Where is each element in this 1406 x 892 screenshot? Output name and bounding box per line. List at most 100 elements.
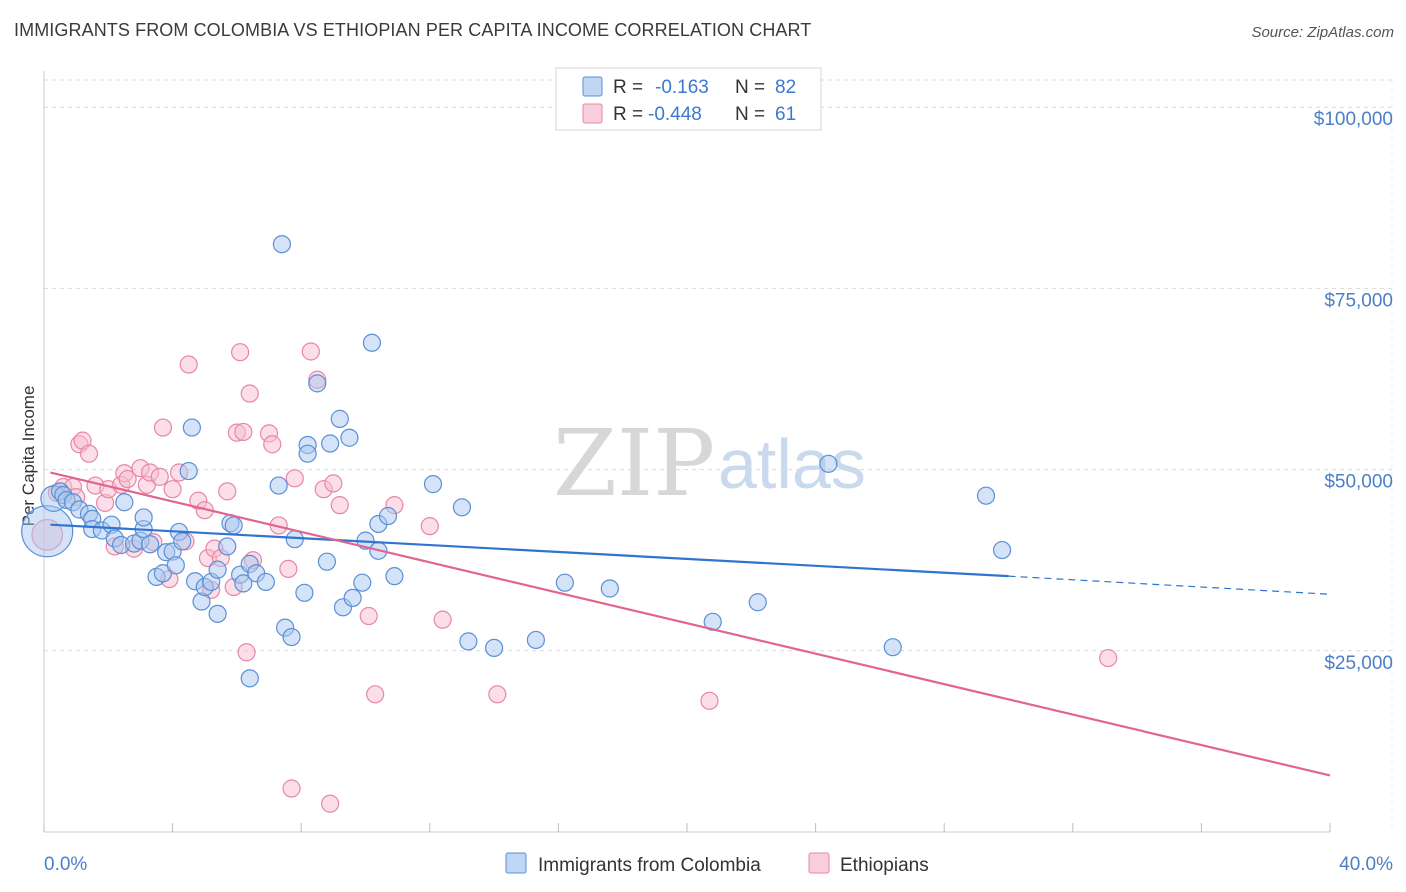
point-colombia — [748, 593, 767, 612]
point-ethiopians — [179, 355, 198, 374]
point-colombia — [485, 638, 504, 658]
legend-label-colombia: Immigrants from Colombia — [538, 855, 761, 876]
stats-swatch-colombia — [582, 76, 603, 97]
point-colombia — [452, 498, 472, 517]
point-colombia — [240, 669, 259, 688]
stats-legend: R = -0.163 N = 82 R = -0.448 N = 61 — [555, 67, 822, 131]
point-ethiopians — [150, 467, 169, 486]
scatter-points — [21, 235, 1118, 813]
series-legend: Immigrants from Colombia Ethiopians — [505, 852, 929, 876]
stats-r-value-colombia: -0.163 — [655, 77, 709, 98]
point-colombia — [555, 573, 574, 592]
point-colombia — [179, 461, 198, 481]
stats-n-value-colombia: 82 — [775, 77, 796, 98]
point-colombia — [362, 333, 382, 352]
point-ethiopians — [433, 610, 452, 629]
point-colombia — [208, 604, 227, 623]
point-ethiopians — [263, 435, 282, 454]
point-ethiopians — [218, 482, 237, 501]
y-tick-label: $75,000 — [1324, 290, 1393, 311]
point-ethiopians — [330, 496, 349, 515]
point-colombia — [218, 537, 237, 556]
point-colombia — [340, 428, 359, 447]
point-colombia — [208, 560, 227, 579]
chart-title: IMMIGRANTS FROM COLOMBIA VS ETHIOPIAN PE… — [14, 20, 812, 40]
point-colombia — [600, 579, 619, 598]
stats-n-label-ethiopians: N = — [735, 104, 765, 125]
point-ethiopians — [420, 517, 439, 536]
stats-r-label-colombia: R = — [613, 77, 643, 98]
point-colombia — [140, 535, 160, 554]
point-ethiopians — [1099, 648, 1118, 668]
point-colombia — [308, 374, 327, 393]
point-colombia — [330, 409, 349, 428]
point-ethiopians — [234, 422, 253, 442]
point-colombia — [115, 493, 134, 512]
point-ethiopians — [231, 343, 250, 362]
point-ethiopians — [301, 342, 320, 361]
point-colombia — [234, 574, 253, 593]
point-colombia — [272, 235, 292, 254]
point-ethiopians — [488, 685, 507, 704]
stats-r-value-ethiopians: -0.448 — [648, 104, 702, 125]
point-colombia — [298, 444, 317, 463]
point-ethiopians — [163, 480, 182, 499]
legend-swatch-colombia — [505, 852, 527, 874]
y-tick-label: $50,000 — [1324, 472, 1393, 493]
point-colombia — [526, 630, 545, 650]
y-tick-label: $25,000 — [1324, 653, 1393, 674]
source-credit: Source: ZipAtlas.com — [1251, 24, 1394, 41]
watermark: ZIP atlas — [553, 410, 866, 517]
point-ethiopians — [79, 444, 99, 463]
legend-swatch-ethiopians — [808, 852, 830, 874]
x-tick-label-max: 40.0% — [1339, 854, 1393, 875]
point-colombia — [256, 572, 275, 592]
point-ethiopians — [324, 474, 343, 493]
point-colombia — [976, 486, 996, 505]
watermark-zip: ZIP — [553, 410, 715, 517]
point-ethiopians — [237, 643, 256, 662]
point-ethiopians — [282, 779, 301, 798]
x-tick-label-min: 0.0% — [44, 854, 87, 875]
point-colombia — [295, 583, 314, 602]
point-colombia — [423, 475, 443, 494]
point-colombia — [459, 632, 478, 651]
point-ethiopians — [366, 685, 385, 704]
tick-labels: $25,000 $50,000 $75,000 $100,000 0.0% 40.0% — [43, 109, 1393, 875]
watermark-atlas: atlas — [718, 425, 866, 503]
stats-n-label-colombia: N = — [735, 77, 765, 98]
point-ethiopians — [359, 606, 378, 626]
point-colombia — [21, 505, 74, 558]
stats-swatch-ethiopians — [582, 103, 603, 124]
trend-line-ethiopians — [50, 471, 1331, 777]
stats-r-label-ethiopians: R = — [613, 104, 643, 125]
point-colombia — [173, 532, 192, 551]
stats-n-value-ethiopians: 61 — [775, 104, 796, 125]
point-colombia — [224, 516, 243, 535]
point-ethiopians — [118, 469, 137, 489]
y-axis-label: Per Capita Income — [19, 386, 38, 527]
point-colombia — [134, 508, 153, 527]
point-colombia — [317, 552, 337, 571]
point-ethiopians — [153, 418, 173, 437]
point-colombia — [166, 556, 185, 575]
point-ethiopians — [285, 469, 304, 488]
point-colombia — [353, 573, 372, 592]
trend-line-colombia-extension — [1008, 575, 1331, 595]
point-colombia — [819, 454, 838, 473]
point-ethiopians — [240, 384, 259, 403]
point-colombia — [385, 567, 404, 586]
point-colombia — [883, 638, 902, 657]
point-colombia — [992, 540, 1012, 560]
point-colombia — [269, 476, 288, 495]
point-colombia — [182, 418, 201, 437]
point-ethiopians — [321, 794, 340, 813]
y-tick-label: $100,000 — [1314, 109, 1393, 130]
point-ethiopians — [700, 691, 719, 710]
point-colombia — [378, 506, 398, 526]
point-ethiopians — [279, 559, 298, 579]
point-colombia — [282, 627, 301, 647]
trend-lines — [50, 471, 1331, 777]
point-colombia — [343, 588, 362, 608]
